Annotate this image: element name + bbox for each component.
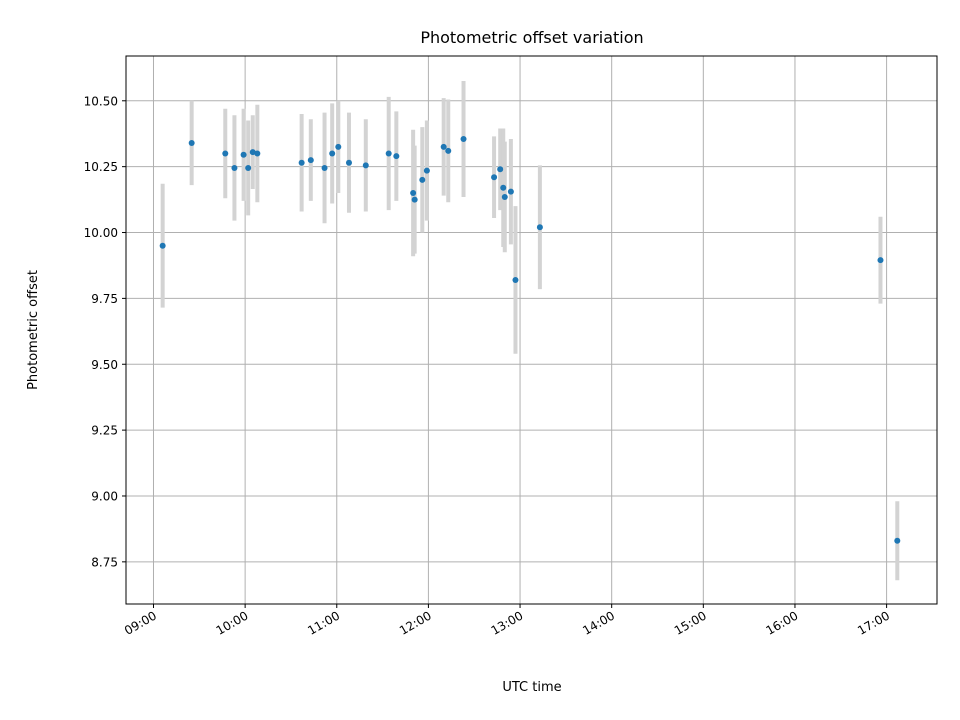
data-point xyxy=(894,537,901,544)
data-point xyxy=(501,193,508,200)
y-axis-ticks: 8.75 9.00 9.25 9.50 9.75 10.00 10.25 10.50 xyxy=(84,94,126,569)
data-point xyxy=(491,174,498,181)
data-point xyxy=(460,135,467,142)
data-point xyxy=(335,143,342,150)
y-tick-label: 10.50 xyxy=(84,94,118,108)
x-tick-label: 14:00 xyxy=(580,608,617,637)
data-point xyxy=(500,184,507,191)
data-point xyxy=(298,159,305,166)
y-tick-label: 10.25 xyxy=(84,160,118,174)
data-point xyxy=(419,176,426,183)
y-tick-label: 9.50 xyxy=(91,358,118,372)
data-point xyxy=(445,147,452,154)
x-tick-label: 16:00 xyxy=(764,608,801,637)
data-point xyxy=(231,164,238,171)
data-point xyxy=(497,166,504,173)
x-tick-label: 10:00 xyxy=(214,608,251,637)
plot-frame xyxy=(125,55,938,605)
x-tick-label: 15:00 xyxy=(672,608,709,637)
data-point xyxy=(159,242,166,249)
chart-title: Photometric offset variation xyxy=(420,28,643,47)
data-points xyxy=(159,135,901,544)
y-axis-label: Photometric offset xyxy=(26,270,41,390)
y-tick-label: 8.75 xyxy=(91,555,118,569)
y-tick-label: 9.75 xyxy=(91,292,118,306)
x-tick-label: 17:00 xyxy=(855,608,892,637)
x-tick-label: 11:00 xyxy=(305,608,342,637)
x-axis-label: UTC time xyxy=(502,680,561,695)
y-tick-label: 9.00 xyxy=(91,489,118,503)
data-point xyxy=(512,276,519,283)
x-tick-label: 09:00 xyxy=(122,608,159,637)
x-tick-label: 12:00 xyxy=(397,608,434,637)
data-point xyxy=(410,190,417,196)
data-point xyxy=(329,150,336,157)
data-point xyxy=(245,164,252,171)
data-point xyxy=(362,162,369,169)
data-point xyxy=(307,157,314,164)
error-bars xyxy=(160,81,900,581)
data-point xyxy=(188,139,195,146)
data-point xyxy=(385,150,392,157)
data-point xyxy=(440,143,447,150)
data-point xyxy=(222,150,229,157)
x-tick-label: 13:00 xyxy=(489,608,526,637)
y-tick-label: 10.00 xyxy=(84,226,118,240)
data-point xyxy=(345,159,352,166)
data-point xyxy=(249,149,256,156)
data-point xyxy=(321,164,328,171)
data-point xyxy=(254,150,261,157)
data-point xyxy=(423,167,430,174)
data-point xyxy=(507,188,514,195)
data-point xyxy=(393,153,400,160)
data-point xyxy=(536,224,543,231)
data-point xyxy=(877,257,884,264)
data-point xyxy=(240,151,247,158)
x-axis-ticks: 09:00 10:00 11:00 12:00 13:00 14:00 15:00 16:00… xyxy=(122,604,892,638)
y-tick-label: 9.25 xyxy=(91,424,118,438)
data-point xyxy=(411,196,418,203)
